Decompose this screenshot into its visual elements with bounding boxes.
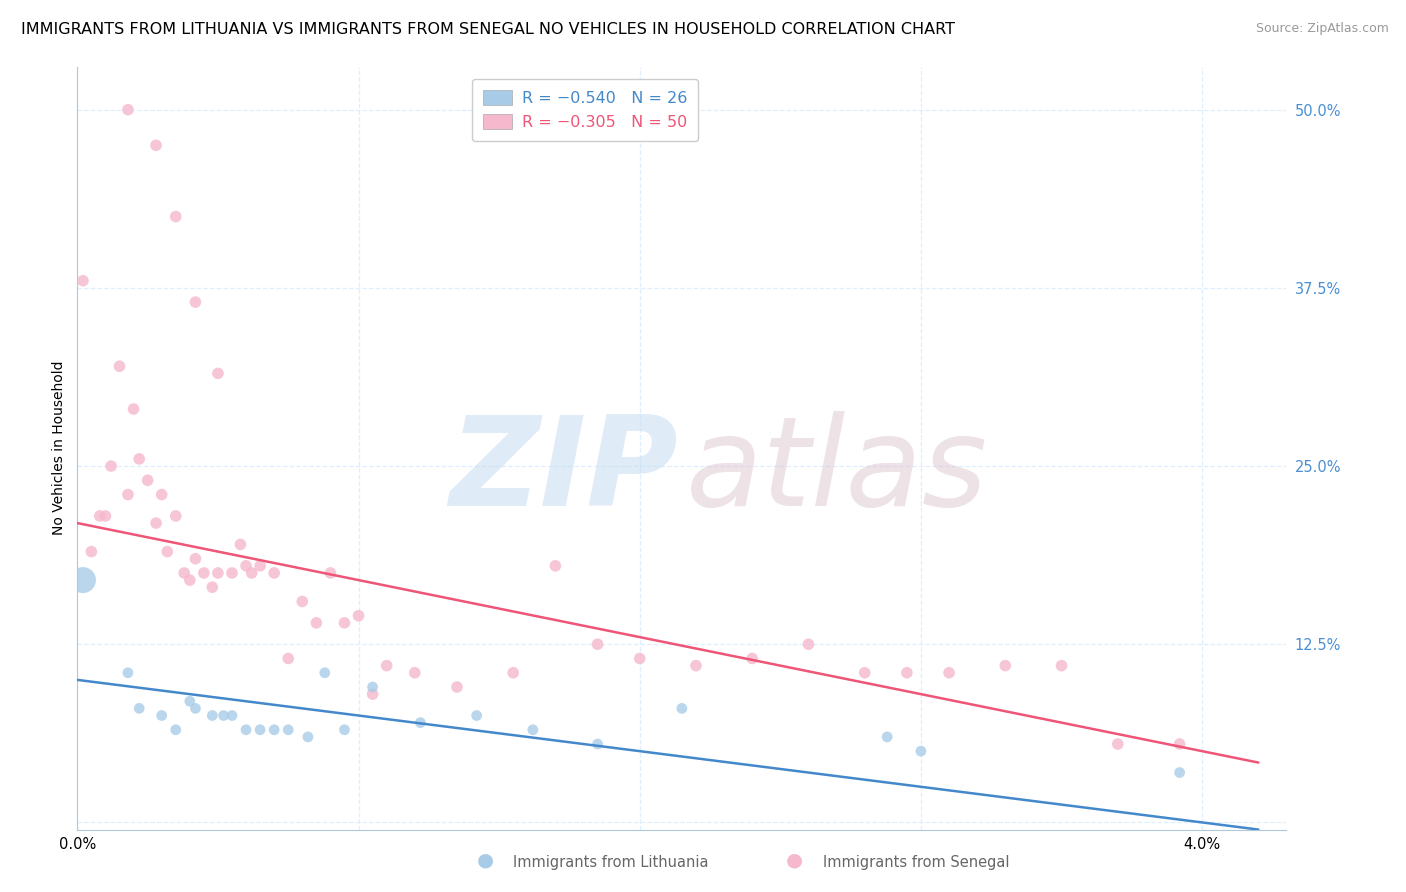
Point <box>72 573 94 587</box>
Point <box>207 566 229 580</box>
Point <box>145 138 167 153</box>
Point <box>263 566 285 580</box>
Point <box>522 723 544 737</box>
Y-axis label: No Vehicles in Household: No Vehicles in Household <box>52 361 66 535</box>
Point <box>122 402 145 417</box>
Point <box>165 508 187 523</box>
Point <box>333 723 356 737</box>
Point <box>100 458 122 473</box>
Point <box>291 594 314 608</box>
Text: IMMIGRANTS FROM LITHUANIA VS IMMIGRANTS FROM SENEGAL NO VEHICLES IN HOUSEHOLD CO: IMMIGRANTS FROM LITHUANIA VS IMMIGRANTS … <box>21 22 955 37</box>
Point <box>249 723 271 737</box>
Point <box>117 487 139 501</box>
Point <box>333 615 356 630</box>
Point <box>297 730 319 744</box>
Point <box>207 367 229 381</box>
Point <box>145 516 167 530</box>
Point <box>797 637 820 651</box>
Point <box>117 665 139 680</box>
Point <box>876 730 898 744</box>
Point <box>184 295 207 310</box>
Point <box>502 665 524 680</box>
Point <box>409 715 432 730</box>
Point <box>221 708 243 723</box>
Point <box>249 558 271 573</box>
Point <box>741 651 763 665</box>
Point <box>150 487 173 501</box>
Point <box>201 580 224 594</box>
Text: atlas: atlas <box>686 410 987 532</box>
Point <box>586 637 609 651</box>
Text: ZIP: ZIP <box>450 410 678 532</box>
Point <box>544 558 567 573</box>
Point <box>201 708 224 723</box>
Point <box>156 544 179 558</box>
Point <box>305 615 328 630</box>
Point <box>938 665 960 680</box>
Point <box>347 608 370 623</box>
Point <box>80 544 103 558</box>
Point <box>108 359 131 374</box>
Point <box>1107 737 1129 751</box>
Point <box>173 566 195 580</box>
Point <box>1050 658 1073 673</box>
Text: Source: ZipAtlas.com: Source: ZipAtlas.com <box>1256 22 1389 36</box>
Point <box>263 723 285 737</box>
Point <box>1168 737 1191 751</box>
Point <box>235 558 257 573</box>
Point <box>375 658 398 673</box>
Point <box>89 508 111 523</box>
Point <box>314 665 336 680</box>
Point <box>165 723 187 737</box>
Point <box>404 665 426 680</box>
Point <box>212 708 235 723</box>
Point <box>671 701 693 715</box>
Point <box>235 723 257 737</box>
Text: Immigrants from Lithuania: Immigrants from Lithuania <box>513 855 709 870</box>
Point <box>179 694 201 708</box>
Point <box>117 103 139 117</box>
Point <box>94 508 117 523</box>
Point <box>465 708 488 723</box>
Point <box>628 651 651 665</box>
Point <box>184 701 207 715</box>
Point <box>1168 765 1191 780</box>
Point <box>150 708 173 723</box>
Text: ●: ● <box>786 851 803 870</box>
Point <box>319 566 342 580</box>
Text: ●: ● <box>477 851 494 870</box>
Text: Immigrants from Senegal: Immigrants from Senegal <box>823 855 1010 870</box>
Point <box>910 744 932 758</box>
Point <box>853 665 876 680</box>
Point <box>361 680 384 694</box>
Point <box>193 566 215 580</box>
Point <box>184 551 207 566</box>
Point <box>586 737 609 751</box>
Point <box>221 566 243 580</box>
Point <box>994 658 1017 673</box>
Point <box>72 274 94 288</box>
Point <box>361 687 384 701</box>
Point <box>277 651 299 665</box>
Point <box>896 665 918 680</box>
Legend: R = −0.540   N = 26, R = −0.305   N = 50: R = −0.540 N = 26, R = −0.305 N = 50 <box>472 78 699 141</box>
Point <box>277 723 299 737</box>
Point <box>128 451 150 466</box>
Point <box>240 566 263 580</box>
Point <box>128 701 150 715</box>
Point <box>446 680 468 694</box>
Point <box>179 573 201 587</box>
Point <box>685 658 707 673</box>
Point <box>136 473 159 487</box>
Point <box>165 210 187 224</box>
Point <box>229 537 252 551</box>
